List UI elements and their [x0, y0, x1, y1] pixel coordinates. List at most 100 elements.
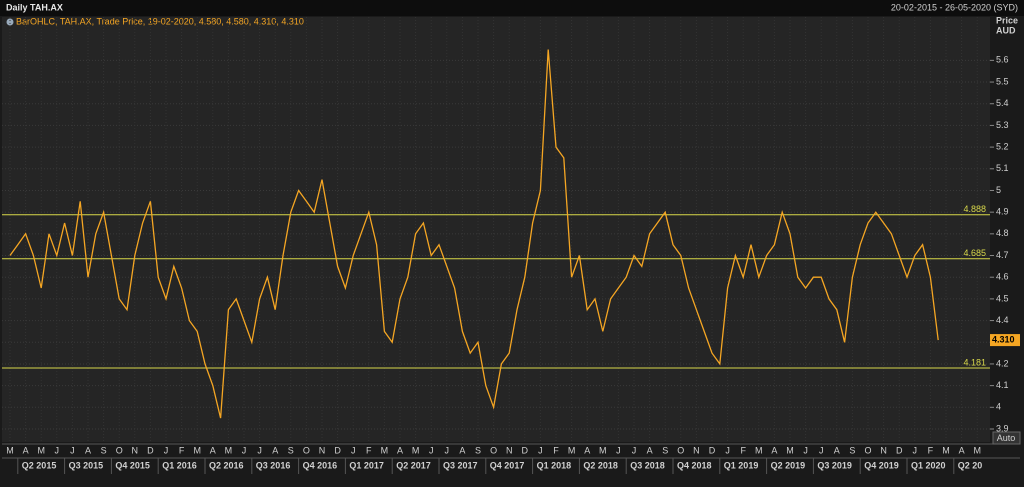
- x-tick-label: J: [538, 445, 543, 455]
- x-tick-label: M: [568, 445, 576, 455]
- y-tick-label: 4.7: [996, 250, 1009, 260]
- quarter-label: Q3 2017: [443, 460, 478, 470]
- x-tick-label: M: [381, 445, 389, 455]
- quarter-label: Q1 2019: [724, 460, 759, 470]
- quarter-label: Q2 2015: [22, 460, 57, 470]
- auto-button-label[interactable]: Auto: [997, 433, 1016, 443]
- x-tick-label: D: [147, 445, 154, 455]
- x-tick-label: D: [334, 445, 341, 455]
- quarter-label: Q4 2015: [115, 460, 150, 470]
- plot-area: [2, 17, 990, 442]
- last-price-label: 4.310: [992, 334, 1015, 344]
- x-tick-label: J: [913, 445, 918, 455]
- x-tick-label: J: [616, 445, 621, 455]
- price-line: [9, 49, 939, 419]
- x-tick-label: J: [70, 445, 75, 455]
- quarter-label: Q2 2016: [209, 460, 244, 470]
- y-tick-label: 5.4: [996, 98, 1009, 108]
- x-tick-label: M: [225, 445, 233, 455]
- y-tick-label: 4: [996, 402, 1001, 412]
- y-tick-label: 4.9: [996, 207, 1009, 217]
- x-tick-label: J: [164, 445, 169, 455]
- x-tick-label: N: [693, 445, 700, 455]
- x-tick-label: J: [55, 445, 60, 455]
- x-tick-label: D: [896, 445, 903, 455]
- date-range: 20-02-2015 - 26-05-2020 (SYD): [891, 2, 1018, 12]
- x-tick-label: A: [397, 445, 403, 455]
- quarter-label: Q4 2016: [303, 460, 338, 470]
- x-tick-label: O: [303, 445, 310, 455]
- y-tick-label: 5: [996, 185, 1001, 195]
- x-tick-label: M: [786, 445, 794, 455]
- quarter-label: Q4 2019: [864, 460, 899, 470]
- legend-text: BarOHLC, TAH.AX, Trade Price, 19-02-2020…: [16, 16, 304, 26]
- x-tick-label: F: [553, 445, 559, 455]
- x-tick-label: F: [928, 445, 934, 455]
- quarter-label: Q1 2020: [911, 460, 946, 470]
- x-tick-label: N: [880, 445, 887, 455]
- x-tick-label: O: [864, 445, 871, 455]
- x-tick-label: J: [819, 445, 824, 455]
- y-tick-label: 5.6: [996, 55, 1009, 65]
- last-price-tag: [990, 334, 1020, 347]
- y-label: Price: [996, 15, 1018, 25]
- x-tick-label: N: [319, 445, 326, 455]
- y-tick-label: 5.2: [996, 141, 1009, 151]
- x-tick-label: M: [755, 445, 763, 455]
- y-tick-label: 4.1: [996, 380, 1009, 390]
- x-tick-label: J: [632, 445, 637, 455]
- x-tick-label: J: [445, 445, 450, 455]
- y-tick-label: 5.5: [996, 76, 1009, 86]
- y-tick-label: 4.2: [996, 358, 1009, 368]
- x-tick-label: F: [366, 445, 372, 455]
- x-tick-label: A: [459, 445, 465, 455]
- x-tick-label: J: [257, 445, 262, 455]
- quarter-label: Q2 2018: [583, 460, 618, 470]
- x-tick-label: O: [116, 445, 123, 455]
- title: Daily TAH.AX: [6, 2, 63, 12]
- x-tick-label: D: [522, 445, 529, 455]
- y-tick-label: 4.4: [996, 315, 1009, 325]
- y-tick-label: 5.1: [996, 163, 1009, 173]
- top-bar: [0, 0, 1024, 16]
- quarter-label: Q2 2019: [771, 460, 806, 470]
- x-tick-label: A: [584, 445, 590, 455]
- x-tick-label: O: [490, 445, 497, 455]
- y-tick-label: 4.5: [996, 293, 1009, 303]
- x-tick-label: J: [803, 445, 808, 455]
- quarter-label: Q3 2019: [817, 460, 852, 470]
- auto-button[interactable]: [992, 431, 1021, 445]
- x-tick-label: S: [475, 445, 481, 455]
- x-tick-label: M: [599, 445, 607, 455]
- x-tick-label: M: [37, 445, 45, 455]
- x-tick-label: F: [740, 445, 746, 455]
- y-tick-label: 3.9: [996, 423, 1009, 433]
- quarter-label: Q4 2017: [490, 460, 525, 470]
- x-tick-label: M: [942, 445, 950, 455]
- x-tick-label: J: [429, 445, 434, 455]
- quarter-label: Q4 2018: [677, 460, 712, 470]
- level-label: 4.181: [963, 357, 986, 367]
- x-tick-label: S: [849, 445, 855, 455]
- y-tick-label: 4.6: [996, 272, 1009, 282]
- x-tick-label: M: [412, 445, 420, 455]
- x-tick-label: M: [193, 445, 201, 455]
- x-tick-label: N: [506, 445, 513, 455]
- quarter-label: Q3 2018: [630, 460, 665, 470]
- level-label: 4.685: [963, 248, 986, 258]
- quarter-label: Q1 2016: [162, 460, 197, 470]
- x-tick-label: A: [272, 445, 278, 455]
- x-tick-label: A: [647, 445, 653, 455]
- x-tick-label: A: [771, 445, 777, 455]
- x-tick-label: A: [834, 445, 840, 455]
- y-tick-label: 4.8: [996, 228, 1009, 238]
- y-tick-label: 5.3: [996, 120, 1009, 130]
- x-tick-label: A: [959, 445, 965, 455]
- quarter-label: Q1 2018: [537, 460, 572, 470]
- x-tick-label: J: [725, 445, 730, 455]
- quarter-label: Q2 2017: [396, 460, 431, 470]
- quarter-label: Q2 20: [958, 460, 983, 470]
